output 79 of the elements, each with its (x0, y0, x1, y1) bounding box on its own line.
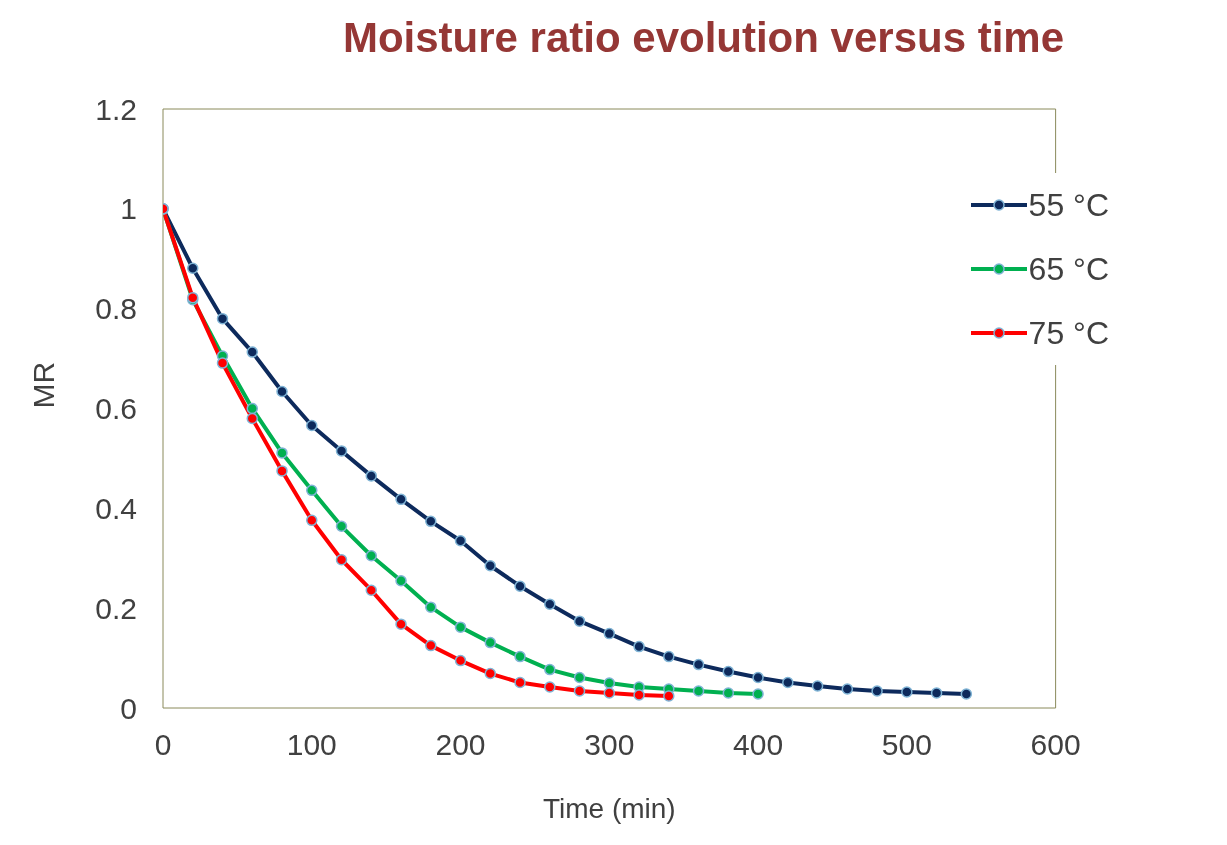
point (603, 677, 616, 689)
point (246, 346, 259, 358)
point (692, 685, 705, 697)
y-tick-label: 0 (120, 691, 137, 725)
point (425, 639, 437, 652)
point (930, 687, 943, 699)
y-tick-label: 0.8 (95, 292, 137, 326)
y-tick-label: 0.4 (95, 491, 137, 525)
point (544, 663, 556, 676)
point (425, 515, 437, 528)
point (484, 667, 497, 680)
y-tick-label: 0.6 (95, 392, 137, 426)
point (752, 688, 764, 700)
point (276, 385, 288, 398)
x-tick-label: 100 (286, 728, 337, 762)
point (276, 465, 288, 477)
x-tick-label: 200 (435, 728, 486, 762)
point (276, 447, 288, 459)
point (722, 687, 735, 699)
point (633, 640, 645, 653)
point (335, 520, 348, 533)
point (871, 685, 883, 697)
point (692, 658, 705, 671)
point (454, 654, 467, 667)
legend-label: 65 °C (1028, 250, 1109, 288)
point (573, 671, 586, 684)
point (514, 650, 526, 663)
point (216, 312, 229, 325)
point (395, 618, 407, 630)
point (811, 680, 824, 692)
point (663, 690, 675, 702)
legend-label: 75 °C (1028, 314, 1109, 352)
x-tick-label: 500 (881, 728, 932, 762)
point (960, 688, 973, 700)
x-tick-label: 300 (584, 728, 635, 762)
point (365, 470, 378, 482)
point (365, 584, 378, 596)
point (544, 681, 556, 693)
y-tick-label: 1.2 (95, 92, 137, 126)
point (335, 445, 348, 457)
point (454, 621, 467, 633)
point (603, 687, 616, 699)
chart-title: Moisture ratio evolution versus time (341, 13, 1066, 63)
point (187, 262, 199, 274)
point (306, 484, 318, 497)
x-tick-label: 0 (154, 728, 172, 762)
point (306, 514, 318, 527)
point (246, 412, 259, 425)
point (633, 689, 645, 701)
point (573, 615, 586, 627)
x-axis-title: Time (min) (542, 793, 676, 824)
x-tick-label: 400 (733, 728, 784, 762)
point (514, 580, 526, 592)
point (722, 665, 735, 678)
point (663, 650, 675, 663)
point (544, 598, 556, 610)
x-tick-label: 600 (1030, 728, 1081, 762)
point (752, 671, 764, 684)
y-tick-label: 1 (120, 192, 137, 226)
point (841, 683, 854, 695)
legend-label: 55 °C (1028, 186, 1109, 224)
y-axis-title: MR (26, 361, 60, 409)
y-tick-label: 0.2 (95, 591, 137, 625)
point (573, 685, 586, 697)
point (216, 357, 229, 369)
point (365, 550, 378, 562)
point (335, 554, 348, 566)
point (306, 419, 318, 432)
point (246, 402, 259, 415)
point (484, 636, 497, 649)
point (603, 627, 616, 640)
point (782, 676, 794, 689)
point (425, 601, 437, 613)
point (454, 535, 467, 547)
point (484, 559, 497, 572)
point (395, 493, 407, 506)
point (514, 676, 526, 689)
point (901, 686, 913, 698)
point (395, 574, 407, 587)
